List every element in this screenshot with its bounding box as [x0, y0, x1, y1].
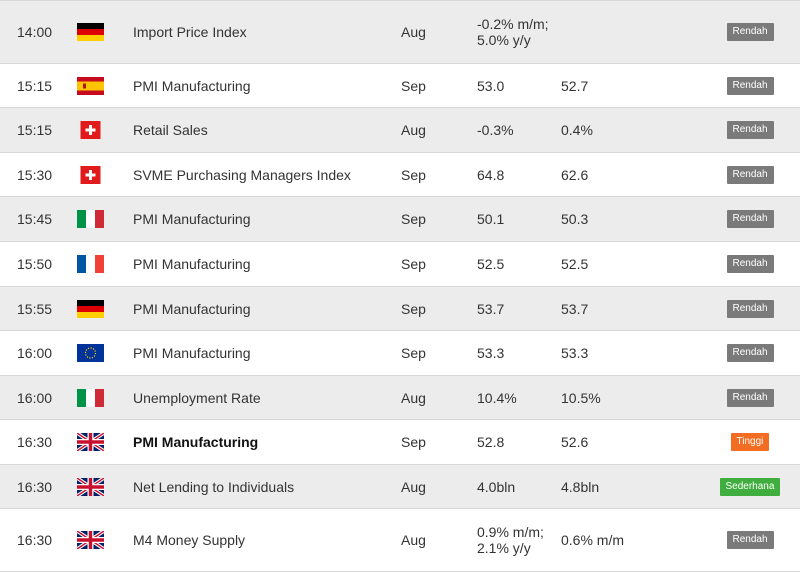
event-time: 16:00	[17, 345, 53, 361]
event-time: 16:00	[17, 389, 53, 406]
event-time: 15:15	[17, 122, 53, 138]
event-period: Aug	[401, 478, 426, 495]
actual-value: 52.8	[477, 434, 505, 450]
table-row[interactable]: 14:00 Import Price Index Aug -0.2% m/m; 5.0…	[0, 1, 800, 64]
actual-value: 4.0bln	[477, 478, 516, 495]
forecast-value: 0.6% m/m	[561, 532, 625, 548]
impact-badge: Tinggi	[730, 433, 770, 451]
event-time: 15:15	[17, 77, 53, 94]
spain-flag-icon	[77, 76, 104, 95]
france-flag-icon	[77, 255, 104, 273]
event-time: 15:55	[17, 300, 53, 317]
actual-value: 0.9% m/m; 2.1% y/y	[477, 524, 544, 556]
event-period: Aug	[401, 389, 426, 406]
forecast-value: 53.7	[561, 300, 589, 317]
impact-badge: Sederhana	[719, 477, 781, 496]
event-time: 15:45	[17, 211, 53, 227]
event-time: 14:00	[17, 24, 53, 40]
actual-value: -0.3%	[477, 122, 514, 138]
actual-value: 64.8	[477, 166, 505, 183]
impact-badge: Rendah	[726, 299, 774, 318]
event-time: 15:30	[17, 166, 53, 183]
event-name[interactable]: Net Lending to Individuals	[133, 478, 295, 495]
event-period: Sep	[401, 77, 426, 94]
impact-badge: Rendah	[726, 23, 774, 41]
event-period: Sep	[401, 211, 426, 227]
table-row[interactable]: 15:15 PMI Manufacturing Sep 53.0 52.7 Rendah	[0, 64, 800, 108]
forecast-value: 52.5	[561, 256, 589, 272]
impact-badge: Rendah	[726, 255, 774, 273]
actual-value: 53.3	[477, 345, 505, 361]
forecast-value: 4.8bln	[561, 478, 600, 495]
impact-badge: Rendah	[726, 388, 774, 407]
event-period: Aug	[401, 532, 426, 548]
table-row[interactable]: 16:30 M4 Money Supply Aug 0.9% m/m; 2.1% y/…	[0, 509, 800, 572]
forecast-value: 52.7	[561, 77, 589, 94]
event-name[interactable]: PMI Manufacturing	[133, 77, 251, 94]
event-name[interactable]: PMI Manufacturing	[133, 211, 251, 227]
uk-flag-icon	[77, 531, 104, 549]
table-row[interactable]: 15:45 PMI Manufacturing Sep 50.1 50.3 Rendah	[0, 197, 800, 242]
eu-flag-icon	[77, 344, 104, 362]
table-row[interactable]: 15:50 PMI Manufacturing Sep 52.5 52.5 Rendah	[0, 242, 800, 287]
event-period: Sep	[401, 166, 426, 183]
event-period: Aug	[401, 24, 426, 40]
uk-flag-icon	[77, 477, 104, 496]
forecast-value: 62.6	[561, 166, 589, 183]
actual-value: 52.5	[477, 256, 505, 272]
impact-badge: Rendah	[726, 165, 774, 184]
event-period: Sep	[401, 300, 426, 317]
table-row[interactable]: 16:30 Net Lending to Individuals Aug 4.0bln…	[0, 465, 800, 509]
forecast-value: 52.6	[561, 434, 589, 450]
table-row[interactable]: 16:30 PMI Manufacturing Sep 52.8 52.6 Tinggi	[0, 420, 800, 465]
impact-badge: Rendah	[726, 531, 774, 549]
event-name[interactable]: PMI Manufacturing	[133, 345, 251, 361]
event-time: 16:30	[17, 532, 53, 548]
event-name[interactable]: Import Price Index	[133, 24, 247, 40]
impact-badge: Rendah	[726, 121, 774, 139]
event-period: Sep	[401, 345, 426, 361]
italy-flag-icon	[77, 210, 104, 228]
event-name[interactable]: PMI Manufacturing	[133, 300, 251, 317]
event-period: Sep	[401, 256, 426, 272]
table-row[interactable]: 15:15 Retail Sales Aug -0.3% 0.4% Rendah	[0, 108, 800, 153]
event-period: Aug	[401, 122, 426, 138]
impact-badge: Rendah	[726, 344, 774, 362]
forecast-value: 0.4%	[561, 122, 593, 138]
event-name[interactable]: SVME Purchasing Managers Index	[133, 166, 351, 183]
event-period: Sep	[401, 434, 426, 450]
switzerland-flag-icon	[77, 121, 104, 139]
table-row[interactable]: 15:55 PMI Manufacturing Sep 53.7 53.7 Rendah	[0, 287, 800, 331]
table-row[interactable]: 16:00 PMI Manufacturing Sep 53.3 53.3 Rendah	[0, 331, 800, 376]
forecast-value: 53.3	[561, 345, 589, 361]
actual-value: 53.0	[477, 77, 505, 94]
event-time: 15:50	[17, 256, 53, 272]
event-name[interactable]: M4 Money Supply	[133, 532, 246, 548]
switzerland-flag-icon	[77, 165, 104, 184]
germany-flag-icon	[77, 23, 104, 41]
event-time: 16:30	[17, 434, 53, 450]
actual-value: 50.1	[477, 211, 505, 227]
actual-value: 53.7	[477, 300, 505, 317]
event-name[interactable]: Retail Sales	[133, 122, 208, 138]
actual-value: -0.2% m/m; 5.0% y/y	[477, 16, 549, 48]
event-time: 16:30	[17, 478, 53, 495]
germany-flag-icon	[77, 299, 104, 318]
event-name[interactable]: Unemployment Rate	[133, 389, 261, 406]
actual-value: 10.4%	[477, 389, 517, 406]
impact-badge: Rendah	[726, 210, 774, 228]
uk-flag-icon	[77, 433, 104, 451]
event-name[interactable]: PMI Manufacturing	[133, 256, 251, 272]
forecast-value: 10.5%	[561, 389, 601, 406]
forecast-value: 50.3	[561, 211, 589, 227]
table-row[interactable]: 15:30 SVME Purchasing Managers Index Sep 64…	[0, 153, 800, 197]
italy-flag-icon	[77, 388, 104, 407]
table-row[interactable]: 16:00 Unemployment Rate Aug 10.4% 10.5% Renda…	[0, 376, 800, 420]
event-name[interactable]: PMI Manufacturing	[133, 434, 259, 450]
impact-badge: Rendah	[726, 76, 774, 95]
